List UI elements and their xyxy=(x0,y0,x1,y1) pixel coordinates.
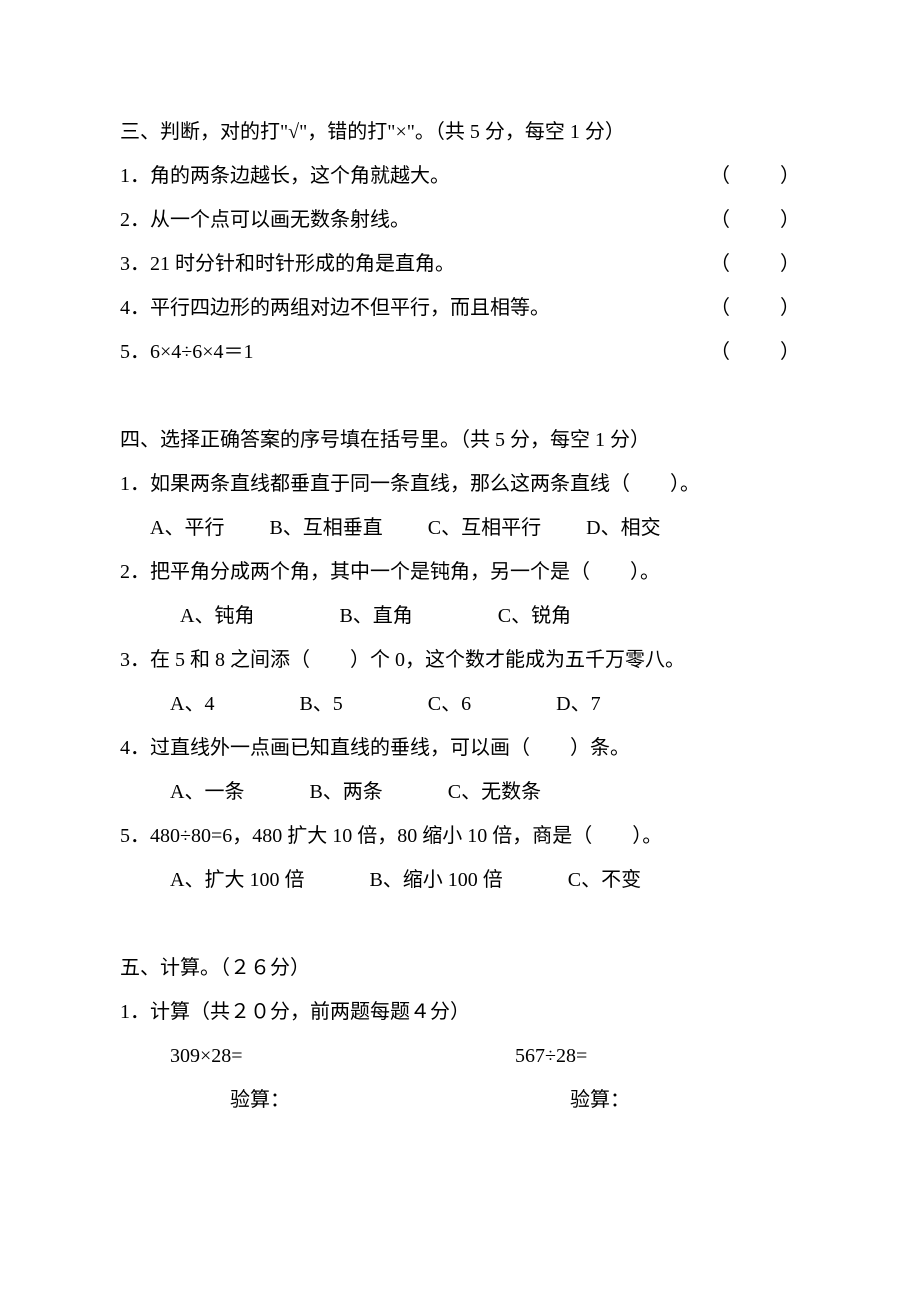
tf-text: 1．角的两条边越长，这个角就越大。 xyxy=(120,154,710,198)
mc-q4: 4．过直线外一点画已知直线的垂线，可以画（ ）条。 xyxy=(120,726,800,770)
mc-option: C、无数条 xyxy=(448,770,541,814)
mc-option: B、两条 xyxy=(309,770,382,814)
mc-option: C、不变 xyxy=(568,858,641,902)
mc-option: A、扩大 100 倍 xyxy=(170,858,304,902)
verify-label-2: 验算： xyxy=(460,1078,800,1122)
tf-item-5: 5．6×4÷6×4＝1 （） xyxy=(120,330,800,374)
tf-item-1: 1．角的两条边越长，这个角就越大。 （） xyxy=(120,154,800,198)
mc-q2: 2．把平角分成两个角，其中一个是钝角，另一个是（ ）。 xyxy=(120,550,800,594)
mc-q5: 5．480÷80=6，480 扩大 10 倍，80 缩小 10 倍，商是（ ）。 xyxy=(120,814,800,858)
mc-option: B、缩小 100 倍 xyxy=(369,858,502,902)
tf-text: 4．平行四边形的两组对边不但平行，而且相等。 xyxy=(120,286,710,330)
tf-blank: （） xyxy=(710,286,800,330)
mc-q4-options: A、一条 B、两条 C、无数条 xyxy=(120,770,800,814)
mc-option: B、互相垂直 xyxy=(269,506,382,550)
mc-option: C、互相平行 xyxy=(428,506,541,550)
mc-option: A、平行 xyxy=(150,506,224,550)
tf-item-3: 3．21 时分针和时针形成的角是直角。 （） xyxy=(120,242,800,286)
mc-option: D、7 xyxy=(556,682,600,726)
mc-option: A、一条 xyxy=(170,770,244,814)
calc-row: 309×28= 567÷28= xyxy=(120,1034,800,1078)
mc-option: B、直角 xyxy=(339,594,412,638)
tf-blank: （） xyxy=(710,242,800,286)
mc-q1: 1．如果两条直线都垂直于同一条直线，那么这两条直线（ ）。 xyxy=(120,462,800,506)
mc-q5-options: A、扩大 100 倍 B、缩小 100 倍 C、不变 xyxy=(120,858,800,902)
verify-label-1: 验算： xyxy=(230,1078,460,1122)
tf-blank: （） xyxy=(710,154,800,198)
tf-item-4: 4．平行四边形的两组对边不但平行，而且相等。 （） xyxy=(120,286,800,330)
mc-option: C、锐角 xyxy=(498,594,571,638)
mc-option: C、6 xyxy=(428,682,471,726)
tf-text: 5．6×4÷6×4＝1 xyxy=(120,330,710,374)
tf-text: 2．从一个点可以画无数条射线。 xyxy=(120,198,710,242)
mc-option: D、相交 xyxy=(586,506,660,550)
verify-row: 验算： 验算： xyxy=(120,1078,800,1122)
tf-blank: （） xyxy=(710,198,800,242)
mc-q3-options: A、4 B、5 C、6 D、7 xyxy=(120,682,800,726)
tf-text: 3．21 时分针和时针形成的角是直角。 xyxy=(120,242,710,286)
mc-option: A、4 xyxy=(170,682,214,726)
tf-item-2: 2．从一个点可以画无数条射线。 （） xyxy=(120,198,800,242)
calc-expr-2: 567÷28= xyxy=(455,1034,800,1078)
mc-q3: 3．在 5 和 8 之间添（ ）个 0，这个数才能成为五千万零八。 xyxy=(120,638,800,682)
section-5-sub1: 1．计算（共２０分，前两题每题４分） xyxy=(120,990,800,1034)
mc-q1-options: A、平行 B、互相垂直 C、互相平行 D、相交 xyxy=(120,506,800,550)
tf-blank: （） xyxy=(710,330,800,374)
mc-option: A、钝角 xyxy=(180,594,254,638)
mc-option: B、5 xyxy=(299,682,342,726)
section-4-title: 四、选择正确答案的序号填在括号里。（共 5 分，每空 1 分） xyxy=(120,418,800,462)
section-5-title: 五、计算。（２６分） xyxy=(120,946,800,990)
section-3-title: 三、判断，对的打"√"，错的打"×"。（共 5 分，每空 1 分） xyxy=(120,110,800,154)
mc-q2-options: A、钝角 B、直角 C、锐角 xyxy=(120,594,800,638)
calc-expr-1: 309×28= xyxy=(170,1034,455,1078)
